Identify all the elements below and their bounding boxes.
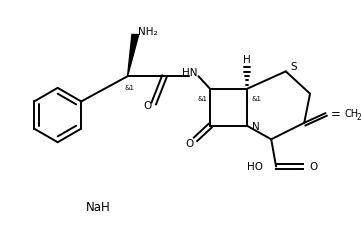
Text: &1: &1	[125, 85, 135, 91]
Text: HO: HO	[247, 162, 264, 172]
Polygon shape	[127, 34, 139, 76]
Text: =: =	[330, 108, 340, 120]
Text: NH₂: NH₂	[138, 27, 158, 37]
Text: S: S	[291, 62, 297, 72]
Text: N: N	[252, 122, 260, 132]
Text: NaH: NaH	[86, 201, 111, 214]
Text: &1: &1	[197, 96, 207, 102]
Text: O: O	[144, 101, 152, 111]
Text: 2: 2	[357, 113, 361, 123]
Text: O: O	[186, 139, 194, 149]
Text: HN: HN	[182, 68, 197, 78]
Text: &1: &1	[252, 96, 262, 102]
Text: O: O	[309, 162, 317, 172]
Text: H: H	[243, 55, 251, 65]
Text: CH: CH	[345, 109, 359, 119]
